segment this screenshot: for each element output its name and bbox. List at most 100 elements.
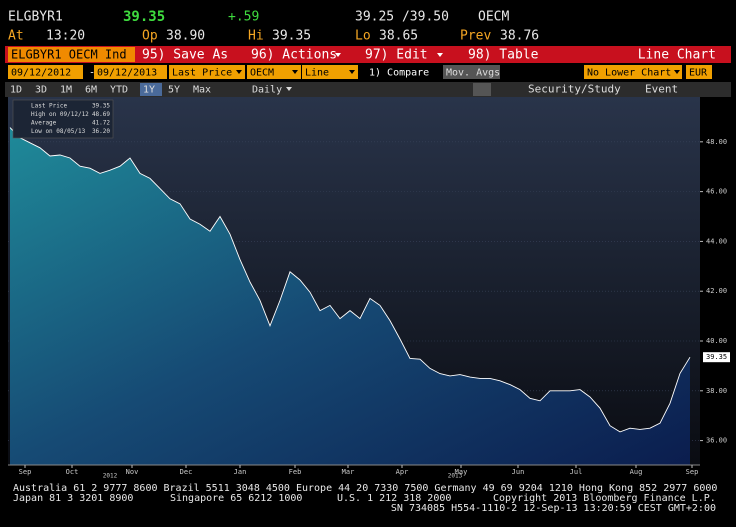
period-button[interactable]: 6M: [85, 85, 97, 96]
y-tick-label: 48.00: [706, 138, 727, 146]
dropdown-arrow: [292, 70, 298, 74]
setting-field[interactable]: Mov. Avgs: [446, 68, 500, 79]
period-button[interactable]: 1Y: [143, 85, 155, 96]
y-tick-label: 42.00: [706, 287, 727, 295]
period-bar: [5, 82, 731, 97]
field-box: [247, 65, 301, 79]
footer-contact: Copyright 2013 Bloomberg Finance L.P.: [493, 493, 716, 504]
setting-field[interactable]: 1) Compare: [369, 68, 429, 79]
legend-label: Low on 08/05/13: [31, 128, 86, 135]
legend-value: 48.69: [92, 111, 110, 118]
period-button[interactable]: Max: [193, 85, 211, 96]
menu-button[interactable]: 96) Actions: [251, 48, 337, 63]
frequency[interactable]: Daily: [252, 85, 282, 96]
y-tick-label: 36.00: [706, 437, 727, 445]
footer-line: Australia 61 2 9777 8600 Brazil 5511 304…: [13, 483, 717, 494]
setting-field[interactable]: -: [89, 68, 95, 79]
price-area: [10, 127, 690, 465]
dropdown-arrow: [236, 70, 242, 74]
price-line: [9, 127, 691, 433]
ui: ELGBYR1 39.35 +.59 39.25 /39.50 OECM At 13:20 O…: [8, 9, 719, 514]
dropdown-arrow: [335, 53, 341, 57]
bid-ask: 39.25 /39.50: [355, 10, 449, 25]
y-tick-label: 46.00: [706, 188, 727, 196]
setting-field[interactable]: 09/12/2013: [97, 68, 157, 79]
legend-label: High on 09/12/12: [31, 111, 89, 118]
security-box: [8, 47, 135, 62]
tool-button[interactable]: Event: [645, 83, 678, 96]
collapse-box: [473, 83, 491, 96]
y-tick-label: 44.00: [706, 237, 727, 245]
ticker: ELGBYR1: [8, 10, 63, 25]
x-tick-label: Jun: [512, 468, 525, 476]
op-label: Op: [142, 29, 158, 44]
x-tick-label: Apr: [396, 468, 409, 476]
dropdown-arrow: [349, 70, 355, 74]
x-tick-label: Sep: [19, 468, 32, 476]
setting-field[interactable]: OECM: [250, 68, 274, 79]
last-value-tag: [703, 352, 730, 363]
menu-button[interactable]: 95) Save As: [142, 48, 228, 63]
y-tick-label: 38.00: [706, 387, 727, 395]
period-button[interactable]: 3D: [35, 85, 47, 96]
x-tick-label: Jul: [570, 468, 583, 476]
x-tick-label: Jan: [234, 468, 247, 476]
footer-contact: Japan 81 3 3201 8900: [13, 493, 133, 504]
menu-button[interactable]: 97) Edit: [365, 48, 428, 63]
setting-field[interactable]: EUR: [689, 68, 708, 79]
period-button[interactable]: 5Y: [168, 85, 180, 96]
setting-field[interactable]: 09/12/2012: [11, 68, 71, 79]
dropdown-arrow: [437, 53, 443, 57]
at-label: At: [8, 29, 24, 44]
op-value: 38.90: [166, 29, 205, 44]
period-button[interactable]: 1M: [60, 85, 72, 96]
security[interactable]: ELGBYR1 OECM Ind: [11, 48, 127, 62]
prev-value: 38.76: [500, 29, 539, 44]
lo-label: Lo: [355, 29, 371, 44]
field-box: [686, 65, 712, 79]
x-tick-label: Sep: [686, 468, 699, 476]
x-tick-label: Feb: [289, 468, 302, 476]
legend-box: [12, 99, 114, 139]
year-label: 2012: [103, 473, 118, 480]
tool-button[interactable]: Security/Study: [528, 83, 621, 96]
prev-label: Prev: [460, 29, 491, 44]
menu-button[interactable]: 98) Table: [468, 48, 539, 63]
dropdown-arrow: [674, 70, 680, 74]
legend-value: 36.20: [92, 128, 110, 135]
footer-contact: U.S. 1 212 318 2000: [337, 493, 451, 504]
x-tick-label: May: [455, 468, 468, 476]
field-box: [584, 65, 682, 79]
y-tick-label: 40.00: [706, 337, 727, 345]
x-tick-label: Nov: [126, 468, 139, 476]
legend-label: Average: [31, 120, 57, 127]
legend-value: 39.35: [92, 103, 110, 110]
at-value: 13:20: [46, 29, 85, 44]
setting-field[interactable]: Line: [305, 68, 329, 79]
lo-value: 38.65: [379, 29, 418, 44]
field-box: [169, 65, 245, 79]
legend-label: Last Price: [31, 103, 68, 110]
year-label: 2013: [448, 473, 463, 480]
legend-value: 41.72: [92, 120, 110, 127]
toolbar-bar: [5, 46, 731, 63]
footer-contact: Singapore 65 6212 1000: [170, 493, 302, 504]
x-tick-label: Oct: [66, 468, 79, 476]
setting-field[interactable]: No Lower Chart: [587, 68, 671, 79]
field-box: [443, 65, 500, 79]
period-button[interactable]: 1D: [10, 85, 22, 96]
period-button[interactable]: YTD: [110, 85, 128, 96]
x-tick-label: Dec: [180, 468, 193, 476]
field-box: [94, 65, 167, 79]
setting-field[interactable]: Last Price: [172, 68, 232, 79]
hi-label: Hi: [248, 29, 264, 44]
y-axis-area: [700, 97, 731, 465]
dropdown-arrow: [286, 87, 292, 91]
change: +.59: [228, 10, 259, 25]
field-box: [302, 65, 358, 79]
dropdown-arrow: [713, 70, 719, 74]
chart-type: Line Chart: [638, 48, 716, 63]
source: OECM: [478, 10, 509, 25]
last-price: 39.35: [123, 9, 165, 25]
